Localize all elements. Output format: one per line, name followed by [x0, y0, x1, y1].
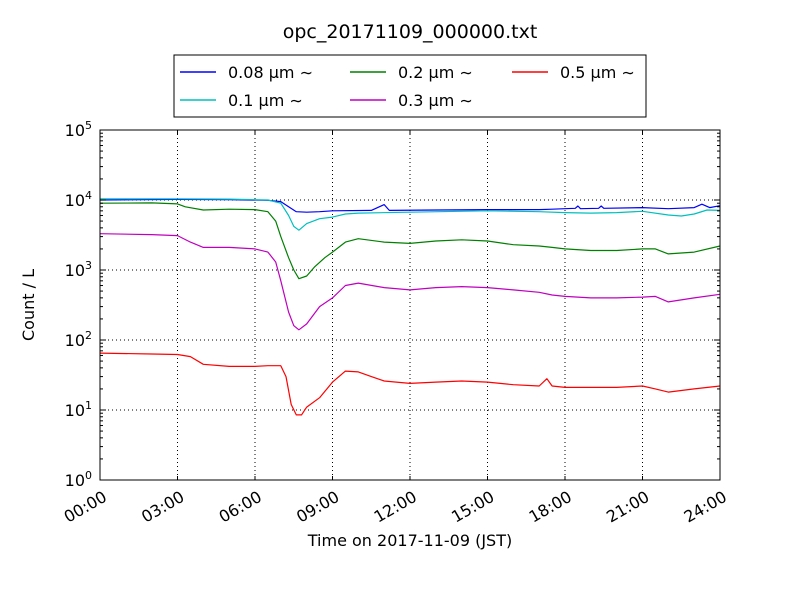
series-line-3 — [99, 233, 721, 331]
legend-label-0: 0.08 μm ∼ — [228, 63, 313, 82]
legend-label-2: 0.2 μm ∼ — [398, 63, 473, 82]
series-line-4 — [99, 352, 721, 416]
series-layer — [99, 198, 721, 416]
series-line-1 — [100, 198, 721, 231]
legend-label-4: 0.5 μm ∼ — [560, 63, 635, 82]
x-axis-label: Time on 2017-11-09 (JST) — [307, 531, 512, 550]
y-axis-label: Count / L — [19, 269, 38, 341]
series-line-2 — [99, 202, 721, 280]
legend-label-3: 0.3 μm ∼ — [398, 91, 473, 110]
legend-label-1: 0.1 μm ∼ — [228, 91, 303, 110]
ticks — [99, 129, 721, 481]
legend: 0.08 μm ∼ 0.1 μm ∼ 0.2 μm ∼ 0.3 μm ∼ 0.5 μm … — [173, 54, 647, 118]
legend-items: 0.08 μm ∼ 0.1 μm ∼ 0.2 μm ∼ 0.3 μm ∼ 0.5 μm … — [180, 63, 635, 110]
series-line-0 — [99, 198, 721, 213]
legend-box — [173, 54, 647, 118]
chart-title: opc_20171109_000000.txt — [283, 21, 538, 43]
grid — [100, 130, 720, 480]
